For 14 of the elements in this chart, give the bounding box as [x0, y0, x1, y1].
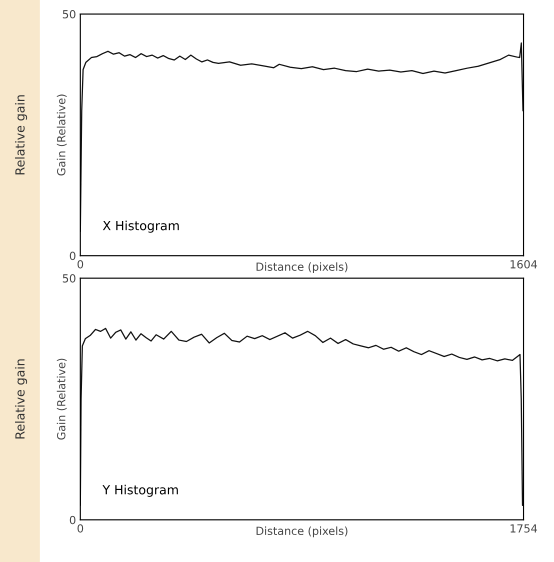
annotation: X Histogram	[102, 220, 179, 233]
x-axis-title: Distance (pixels)	[256, 526, 348, 538]
text: Relative gain	[15, 359, 28, 438]
y-axis-title: Gain (Relative)	[56, 94, 67, 176]
x-axis-title: Distance (pixels)	[256, 262, 348, 274]
y-axis-title: Gain (Relative)	[56, 358, 67, 440]
y-tick-label: 50	[62, 10, 76, 18]
y-tick-label: 0	[70, 516, 76, 524]
text: Relative gain	[15, 95, 28, 174]
y-tick-label: 50	[62, 274, 76, 283]
y-tick-label: 0	[70, 252, 76, 260]
annotation: Y Histogram	[102, 484, 178, 497]
x-tick-label: 1604	[510, 260, 538, 268]
x-tick-label: 1754	[510, 524, 538, 533]
